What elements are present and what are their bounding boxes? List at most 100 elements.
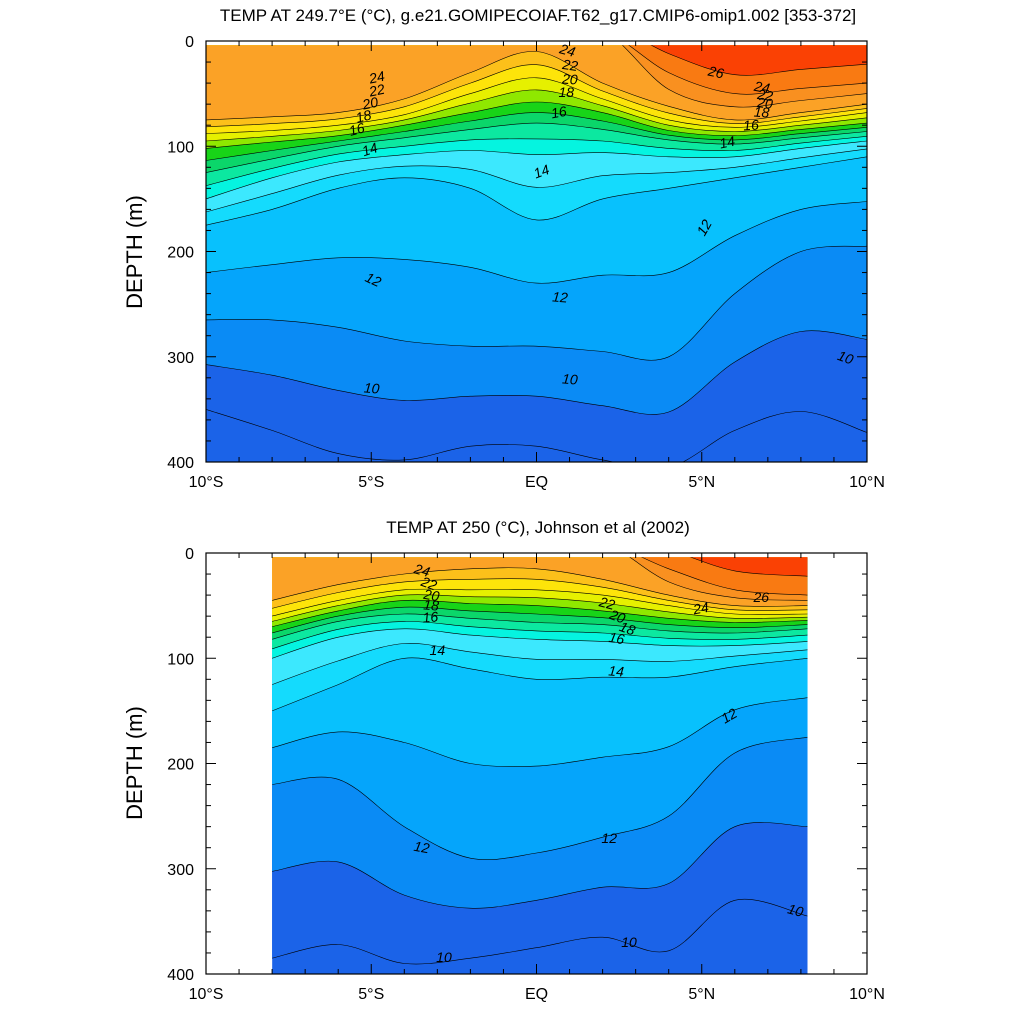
y-tick-label: 300 [167,350,194,367]
contour-label: 10 [836,347,856,367]
contour-label: 22 [597,593,617,613]
contour-label: 24 [367,68,387,87]
isotherm-19 [206,112,867,161]
y-tick-label: 200 [167,757,194,774]
isotherm-26 [641,557,808,596]
x-tick-label: 5°N [688,474,715,491]
bottom-contour-panel: TEMP AT 250 (°C), Johnson et al (2002) D… [122,518,885,1003]
isotherm-24 [272,567,808,607]
isotherm-19 [272,606,808,634]
contour-label: 10 [621,934,637,950]
isotherm-25 [622,45,867,108]
contour-label: 22 [755,86,774,104]
x-tick-label: 5°S [358,474,384,491]
contour-label: 16 [550,103,568,121]
contour-label: 16 [743,116,760,133]
contour-label: 18 [423,596,440,613]
bottom-y-axis-label: DEPTH (m) [122,706,147,820]
bottom-chart-title: TEMP AT 250 (°C), Johnson et al (2002) [386,518,690,537]
isotherm-23 [272,578,808,611]
isotherm-13 [272,697,808,768]
contour-label: 14 [608,662,625,679]
contour-label: 14 [430,642,446,658]
isotherm-11 [272,822,808,909]
isotherm-16 [206,140,867,200]
x-tick-label: EQ [525,986,548,1003]
isotherm-24 [206,51,867,121]
isotherm-17 [272,621,808,650]
isotherm-20 [206,101,867,149]
contour-label: 18 [617,618,637,638]
x-tick-label: EQ [525,474,548,491]
isotherm-20 [272,599,808,627]
contour-label: 12 [693,217,715,239]
contour-label: 20 [561,70,579,87]
contour-label: 16 [422,608,439,625]
contour-label: 26 [706,62,726,81]
x-tick-label: 10°S [189,986,224,1003]
contour-label: 14 [531,161,551,181]
y-tick-label: 0 [185,34,194,51]
contour-label: 18 [558,84,574,100]
contour-label: 20 [360,94,380,113]
isotherm-22 [272,588,808,617]
y-tick-label: 400 [167,455,194,472]
isotherm-14 [272,657,808,712]
contour-label: 24 [412,560,432,580]
isotherm-15 [272,643,808,685]
contour-label: 10 [436,949,452,965]
x-tick-label: 10°N [849,986,885,1003]
top-contour-panel: TEMP AT 249.7°E (°C), g.e21.GOMIPECOIAF.… [122,6,885,491]
contour-label: 12 [552,288,569,305]
isotherm-23 [206,64,867,128]
contour-fill-27 [651,45,867,76]
isotherm-12 [272,736,808,861]
contour-label: 12 [363,269,384,290]
contour-label: 24 [691,599,710,618]
contour-label: 22 [560,56,579,74]
y-tick-label: 200 [167,245,194,262]
contour-label: 20 [422,586,441,605]
isotherm-18 [272,613,808,640]
contour-label: 16 [608,629,626,647]
contour-label: 22 [367,81,387,100]
isotherm-16 [272,628,808,659]
isotherm-13 [206,201,867,284]
contour-label: 10 [786,900,805,920]
y-tick-label: 100 [167,139,194,156]
isotherm-11 [206,330,867,415]
isotherm-25 [629,557,808,601]
contour-label: 16 [347,119,366,139]
isotherm-18 [206,122,867,173]
contour-label: 20 [755,94,773,112]
isotherm-26 [628,45,867,95]
contour-label: 10 [562,370,579,387]
x-tick-label: 5°N [688,986,715,1003]
x-tick-label: 10°N [849,474,885,491]
isotherm-17 [206,136,867,186]
contour-label: 12 [601,830,617,846]
contour-label: 18 [354,106,373,125]
x-tick-label: 10°S [189,474,224,491]
contour-label: 14 [718,133,737,152]
y-tick-label: 100 [167,651,194,668]
contour-label: 24 [752,78,771,97]
contour-label: 20 [607,606,628,627]
isotherm-15 [206,148,867,213]
top-y-axis-label: DEPTH (m) [122,195,147,309]
isotherm-27 [650,45,867,76]
isotherm-21 [272,594,808,622]
x-tick-label: 5°S [358,986,384,1003]
contour-label: 12 [718,705,740,727]
top-chart-title: TEMP AT 249.7°E (°C), g.e21.GOMIPECOIAF.… [220,6,856,25]
isotherm-10 [206,409,867,463]
isotherm-14 [206,156,867,226]
y-tick-label: 300 [167,862,194,879]
isotherm-27 [690,557,808,577]
contour-label: 18 [753,103,770,120]
isotherm-21 [206,89,867,142]
contour-label: 10 [363,379,380,396]
isotherm-12 [206,245,867,361]
y-tick-label: 400 [167,967,194,984]
